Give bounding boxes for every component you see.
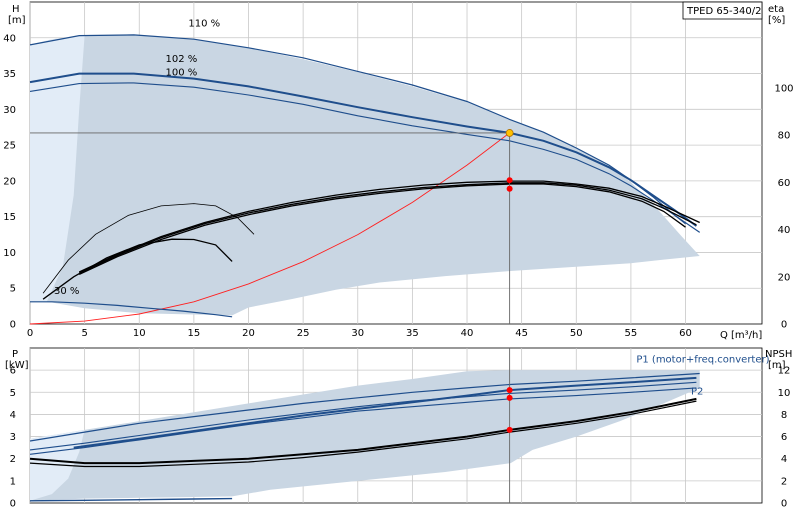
power-markers bbox=[506, 387, 513, 433]
power-envelope-area bbox=[30, 370, 700, 501]
head-tick-right-60: 60 bbox=[778, 178, 791, 189]
power-curve-2 bbox=[29, 381, 697, 451]
power-curve-1 bbox=[73, 376, 697, 449]
head-tick-x-50: 50 bbox=[570, 328, 583, 339]
head-low-speed-area bbox=[30, 35, 85, 303]
head-tick-left-10: 10 bbox=[3, 248, 16, 259]
eta-duty-marker-0 bbox=[506, 177, 513, 184]
power-tick-left-1: 1 bbox=[10, 476, 16, 487]
eta-curve-0 bbox=[78, 180, 700, 273]
power-tick-right-4: 4 bbox=[781, 454, 787, 465]
eta-curve-1 bbox=[78, 182, 697, 274]
head-tick-x-5: 5 bbox=[81, 328, 87, 339]
npsh-curve-0 bbox=[29, 397, 697, 465]
head-curve-3 bbox=[30, 301, 233, 318]
duty-point-marker bbox=[505, 129, 514, 137]
power-duty-marker-0 bbox=[506, 387, 513, 394]
eta-duty-marker-1 bbox=[506, 185, 513, 192]
eta-curve-3 bbox=[42, 238, 233, 300]
pump-model-label: TPED 65-340/2 bbox=[686, 6, 762, 17]
curve-label-0: 110 % bbox=[188, 18, 220, 29]
power-tick-left-0: 0 bbox=[10, 499, 16, 510]
flow-axis-unit: [m³/h] bbox=[731, 330, 762, 341]
head-envelope bbox=[30, 34, 700, 316]
head-tick-x-10: 10 bbox=[133, 328, 146, 339]
power-curves bbox=[29, 348, 700, 503]
power-tick-left-4: 4 bbox=[10, 410, 16, 421]
head-tick-left-5: 5 bbox=[10, 284, 16, 295]
flow-axis-label: Q bbox=[720, 330, 728, 341]
head-tick-right-20: 20 bbox=[778, 272, 791, 283]
head-tick-x-25: 25 bbox=[297, 328, 310, 339]
head-tick-left-35: 35 bbox=[3, 69, 16, 80]
curve-label-3: 30 % bbox=[54, 286, 79, 297]
head-tick-x-55: 55 bbox=[625, 328, 638, 339]
eta-axis-unit: [%] bbox=[768, 15, 785, 26]
head-tick-right-40: 40 bbox=[778, 225, 791, 236]
head-axis-ticks: 0 5 10 15 20 25 30 35 40 45 50 55 60 0 5 10 15 20 25 30 35 40… bbox=[3, 33, 793, 339]
npsh-curve-1 bbox=[29, 400, 697, 468]
head-markers bbox=[505, 129, 514, 192]
power-tick-right-12: 12 bbox=[778, 366, 791, 377]
eta-axis-label: eta bbox=[768, 4, 784, 15]
head-tick-right-0: 0 bbox=[781, 320, 787, 331]
head-tick-left-30: 30 bbox=[3, 105, 16, 116]
eta-curve-2 bbox=[78, 183, 686, 275]
head-tick-left-15: 15 bbox=[3, 212, 16, 223]
series-label-1: P2 bbox=[691, 387, 703, 398]
power-duty-marker-1 bbox=[506, 394, 513, 401]
head-tick-x-35: 35 bbox=[406, 328, 419, 339]
power-tick-left-3: 3 bbox=[10, 432, 16, 443]
head-tick-left-0: 0 bbox=[10, 320, 16, 331]
head-tick-right-100: 100 bbox=[774, 83, 793, 94]
curve-label-2: 100 % bbox=[165, 68, 197, 79]
power-axis-label: P bbox=[12, 349, 18, 360]
head-tick-x-0: 0 bbox=[27, 328, 33, 339]
head-tick-x-15: 15 bbox=[188, 328, 201, 339]
power-axis-unit: [kW] bbox=[5, 360, 29, 371]
power-tick-right-2: 2 bbox=[781, 476, 787, 487]
pump-model-box bbox=[682, 1, 763, 20]
head-tick-x-45: 45 bbox=[515, 328, 528, 339]
head-tick-left-20: 20 bbox=[3, 176, 16, 187]
power-tick-left-2: 2 bbox=[10, 454, 16, 465]
power-curve-0 bbox=[29, 372, 700, 442]
head-curve-labels: 110 % 102 % 100 % 30 % bbox=[54, 18, 220, 297]
head-curve-2 bbox=[29, 82, 686, 225]
npsh-duty-marker bbox=[506, 426, 513, 433]
head-tick-x-40: 40 bbox=[461, 328, 474, 339]
power-tick-right-8: 8 bbox=[781, 410, 787, 421]
power-tick-left-6: 6 bbox=[10, 366, 16, 377]
power-tick-right-10: 10 bbox=[778, 388, 791, 399]
curve-label-1: 102 % bbox=[165, 54, 197, 65]
power-curve-3 bbox=[29, 387, 697, 455]
power-curve-4 bbox=[29, 497, 233, 502]
power-tick-right-0: 0 bbox=[781, 499, 787, 510]
head-curves bbox=[29, 34, 701, 325]
head-tick-x-60: 60 bbox=[679, 328, 692, 339]
head-tick-right-80: 80 bbox=[778, 131, 791, 142]
head-tick-left-40: 40 bbox=[3, 33, 16, 44]
head-axis-unit: [m] bbox=[8, 15, 26, 26]
power-series-labels: P1 (motor+freq.converter) P2 bbox=[636, 354, 769, 397]
head-tick-x-30: 30 bbox=[351, 328, 364, 339]
npsh-axis-unit: [m] bbox=[768, 360, 786, 371]
npsh-axis-label: NPSH bbox=[765, 349, 792, 360]
head-curve-1 bbox=[29, 72, 697, 227]
power-tick-left-5: 5 bbox=[10, 388, 16, 399]
eta-curve-4 bbox=[42, 203, 255, 294]
head-tick-left-25: 25 bbox=[3, 141, 16, 152]
head-envelope-area bbox=[30, 34, 700, 316]
power-tick-right-6: 6 bbox=[781, 432, 787, 443]
head-tick-x-20: 20 bbox=[242, 328, 255, 339]
head-axis-label: H bbox=[12, 4, 20, 15]
head-efficiency-panel: 0 5 10 15 20 25 30 35 40 45 50 55 60 0 5 10 15 20 25 30 35 40… bbox=[3, 1, 794, 341]
series-label-0: P1 (motor+freq.converter) bbox=[636, 354, 769, 365]
